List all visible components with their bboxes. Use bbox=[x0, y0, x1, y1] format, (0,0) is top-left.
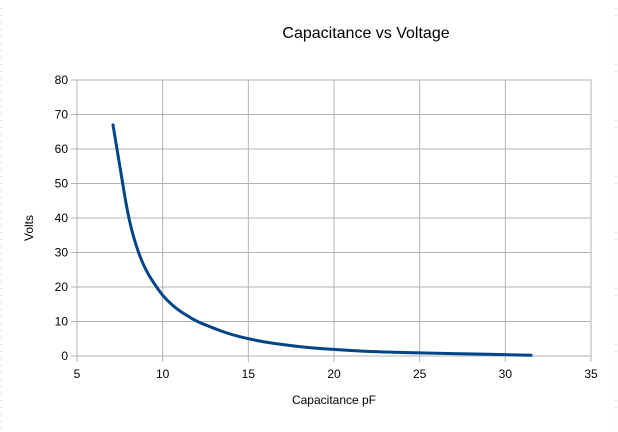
chart-title: Capacitance vs Voltage bbox=[282, 25, 449, 42]
y-tick-label: 70 bbox=[55, 108, 69, 122]
x-tick-label: 35 bbox=[584, 367, 598, 381]
series-line bbox=[111, 123, 533, 357]
y-tick-label: 0 bbox=[61, 349, 68, 363]
y-tick-label: 60 bbox=[55, 142, 69, 156]
x-tick-label: 30 bbox=[499, 367, 513, 381]
x-axis-label: Capacitance pF bbox=[292, 393, 376, 407]
y-tick-label: 40 bbox=[55, 211, 69, 225]
y-tick-label: 10 bbox=[55, 315, 69, 329]
x-tick-label: 25 bbox=[413, 367, 427, 381]
x-tick-label: 10 bbox=[156, 367, 170, 381]
x-tick-label: 20 bbox=[327, 367, 341, 381]
y-tick-label: 80 bbox=[55, 73, 69, 87]
x-tick-label: 15 bbox=[242, 367, 256, 381]
y-tick-label: 30 bbox=[55, 246, 69, 260]
series-group bbox=[111, 123, 533, 357]
x-tick-label: 5 bbox=[74, 367, 81, 381]
grid bbox=[71, 79, 592, 362]
y-axis-ticks: 0 10 20 30 40 50 60 70 80 bbox=[55, 73, 69, 363]
y-tick-label: 50 bbox=[55, 177, 69, 191]
y-axis-label: Volts bbox=[22, 215, 36, 241]
x-axis-ticks: 5 10 15 20 25 30 35 bbox=[74, 367, 598, 381]
plot-frame bbox=[76, 79, 592, 357]
y-tick-label: 20 bbox=[55, 280, 69, 294]
